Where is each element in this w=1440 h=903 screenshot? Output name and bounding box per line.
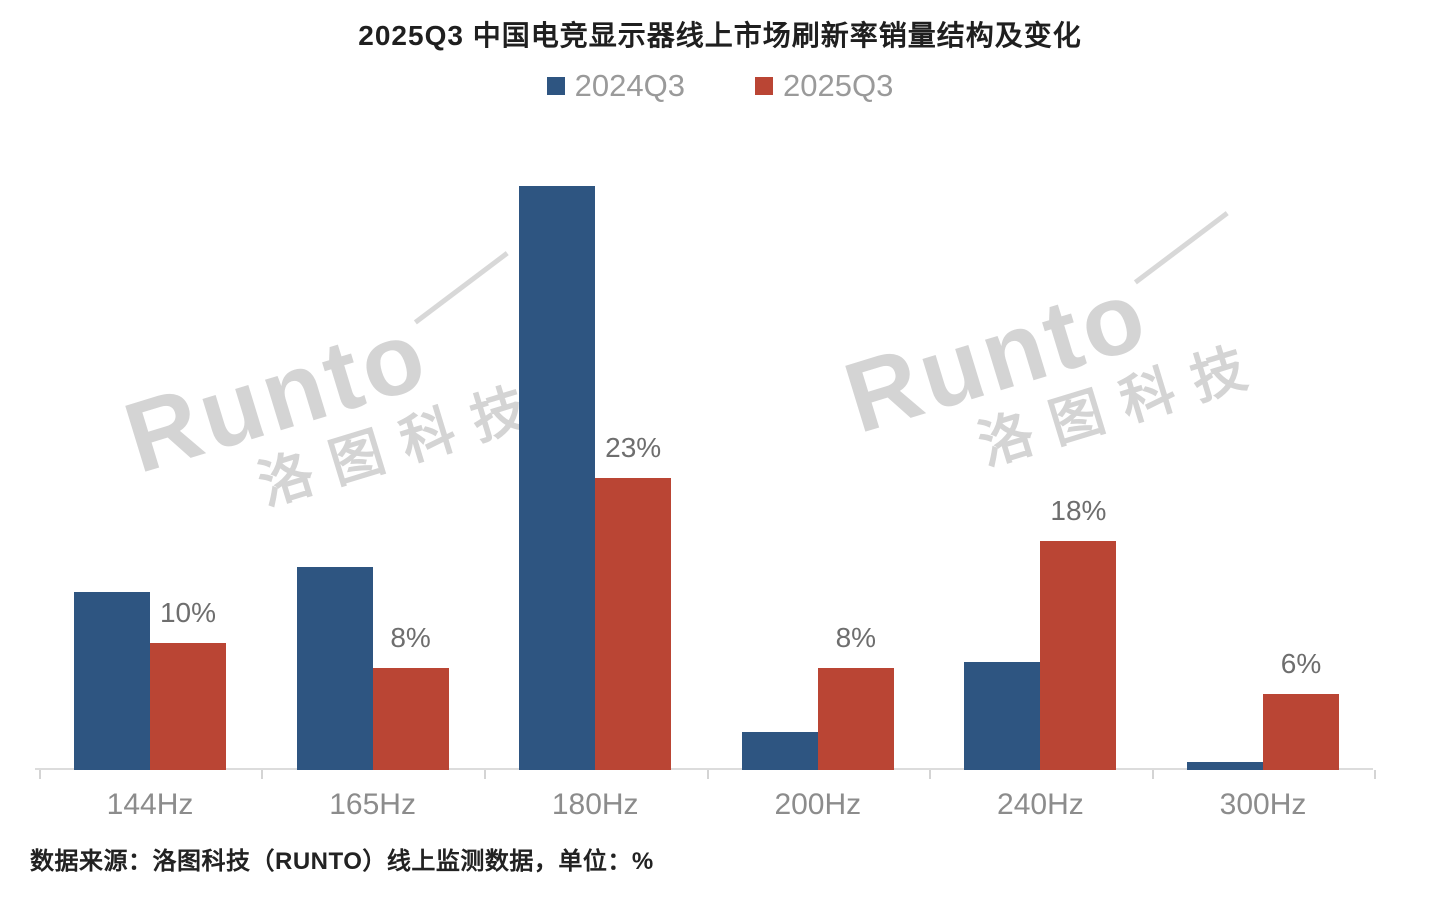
bar-group-300hz: 6% (1187, 650, 1339, 770)
data-label-2025q3-300hz: 6% (1280, 648, 1322, 679)
bar-2025q3-165hz: 8% (372, 624, 449, 770)
legend-label-2024q3: 2024Q3 (574, 68, 685, 103)
bar-2024q3-300hz (1187, 762, 1263, 770)
bar-group-200hz: 8% (741, 624, 894, 770)
legend-swatch-2024q3-icon (546, 77, 565, 95)
x-axis-tick (929, 770, 932, 779)
x-tick-label-200hz: 200Hz (774, 788, 862, 821)
bar-2024q3-144hz (74, 592, 150, 770)
x-axis-tick (1151, 770, 1154, 779)
legend: 2024Q3 2025Q3 (0, 68, 1440, 104)
bar-2025q3-200hz: 8% (817, 624, 894, 770)
bar-2024q3-180hz (519, 186, 596, 770)
x-axis-tick (38, 770, 41, 779)
x-tick-label-165hz: 165Hz (329, 788, 416, 821)
bar-group-144hz: 10% (74, 592, 226, 770)
data-label-2025q3-144hz: 10% (159, 597, 217, 628)
bar-group-240hz: 18% (964, 497, 1117, 770)
x-tick-label-180hz: 180Hz (551, 788, 639, 821)
legend-item-2025q3: 2025Q3 (755, 68, 893, 104)
data-label-2025q3-200hz: 8% (835, 622, 877, 653)
bar-2024q3-165hz (296, 567, 373, 770)
x-axis-tick (1374, 770, 1377, 779)
source-note: 数据来源：洛图科技（RUNTO）线上监测数据，单位：% (30, 848, 654, 875)
legend-label-2025q3: 2025Q3 (783, 68, 894, 103)
data-label-2025q3-180hz: 23% (605, 432, 662, 463)
x-axis-tick (483, 770, 486, 779)
data-label-2025q3-165hz: 8% (390, 622, 431, 653)
chart-title: 2025Q3 中国电竞显示器线上市场刷新率销量结构及变化 (358, 20, 1082, 51)
bar-2025q3-240hz: 18% (1040, 497, 1117, 770)
x-tick-label-240hz: 240Hz (997, 788, 1084, 821)
x-axis-tick (706, 770, 709, 779)
bar-2025q3-300hz: 6% (1263, 650, 1339, 770)
x-axis-tick (261, 770, 264, 779)
bar-group-180hz: 23% (519, 186, 672, 770)
bar-2025q3-144hz: 10% (150, 599, 226, 770)
bar-2025q3-180hz: 23% (595, 434, 672, 770)
x-tick-label-144hz: 144Hz (106, 788, 194, 821)
legend-swatch-2025q3-icon (755, 77, 773, 95)
x-tick-label-300hz: 300Hz (1219, 788, 1307, 821)
bar-group-165hz: 8% (296, 567, 449, 770)
bar-2024q3-240hz (964, 662, 1041, 770)
x-axis-line (35, 768, 1373, 770)
data-label-2025q3-240hz: 18% (1050, 495, 1107, 526)
legend-item-2024q3: 2024Q3 (546, 68, 685, 104)
bar-2024q3-200hz (741, 732, 818, 770)
